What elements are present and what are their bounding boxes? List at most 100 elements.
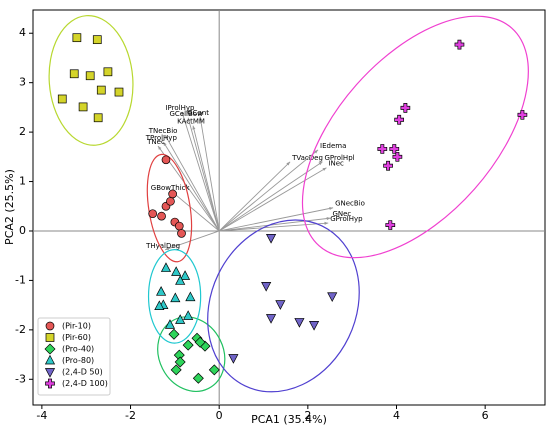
point (166, 196, 175, 206)
arrow-head (158, 145, 162, 150)
loading-arrow (218, 161, 323, 232)
point (400, 103, 411, 113)
legend: (Pir-10) (Pir-60) (Pro-40) (Pro-80) (2,4-D 5… (37, 317, 111, 396)
loading-arrow (199, 116, 220, 232)
loading-arrow (192, 125, 220, 232)
y-tick-label: -2 (15, 323, 26, 336)
x-tick-label: 6 (482, 409, 489, 422)
arrow-head (329, 206, 334, 211)
arrow-head (192, 125, 196, 130)
point (92, 35, 102, 45)
arrow-head (181, 111, 185, 116)
point (168, 189, 177, 199)
loading-label: GCont (187, 109, 209, 117)
point (175, 275, 186, 285)
loading-arrow (171, 191, 220, 232)
loading-arrow (218, 161, 291, 232)
loading-label: THyalDeg (145, 242, 180, 250)
loading-arrow (219, 207, 334, 232)
point (96, 85, 106, 95)
point (114, 87, 124, 97)
point (72, 33, 82, 43)
confidence-ellipse (157, 316, 226, 392)
legend-box (37, 317, 111, 396)
point (394, 114, 405, 125)
point (265, 234, 277, 244)
loading-arrow (187, 117, 220, 232)
point (177, 229, 186, 238)
loading-label: GCellBow (169, 110, 203, 118)
loading-label: GNec (332, 210, 351, 218)
loading-label: GProlHpl (324, 154, 354, 162)
loading-label: GProlHyp (330, 215, 363, 223)
legend-label: (Pir-60) (62, 333, 91, 342)
loading-arrow (164, 134, 220, 232)
point (154, 300, 165, 310)
point (160, 262, 172, 272)
point (385, 220, 396, 230)
x-tick-label: 2 (304, 409, 311, 422)
legend-marker (44, 368, 56, 378)
y-tick-label: 2 (19, 125, 26, 138)
loading-arrow (164, 230, 220, 251)
loading-arrow (181, 111, 220, 232)
y-tick-label: -1 (15, 273, 26, 286)
point (164, 319, 176, 329)
loading-label: KActMM (177, 118, 205, 126)
point (174, 221, 184, 231)
loading-arrow (219, 222, 329, 232)
point (69, 69, 79, 79)
legend-marker (45, 321, 55, 331)
legend-label: (Pro-40) (62, 345, 94, 354)
point (170, 364, 182, 376)
point (174, 356, 186, 368)
loading-label: GNecBio (335, 200, 365, 208)
point (156, 286, 167, 296)
legend-label: (2,4-D 50) (62, 368, 103, 377)
point (294, 318, 305, 328)
point (228, 354, 239, 364)
point (383, 160, 393, 171)
loading-arrow (162, 141, 220, 232)
point (183, 310, 194, 320)
loading-label: TProlHyp (145, 134, 178, 142)
arrow-head (326, 217, 331, 221)
point (392, 151, 403, 162)
point (161, 155, 171, 165)
x-axis-label: PCA1 (35.4%) (251, 413, 327, 426)
point (185, 291, 196, 302)
loading-label: TVacDeg (291, 154, 323, 162)
legend-marker (45, 378, 55, 389)
loading-label: IProlHyp (165, 104, 195, 112)
arrow-head (314, 149, 319, 154)
arrow-head (324, 221, 329, 225)
point (85, 71, 95, 81)
loading-label: INec (328, 160, 344, 168)
arrow-head (286, 161, 291, 166)
loading-label: IEdema (320, 142, 346, 150)
loading-arrow (218, 167, 327, 232)
arrow-head (187, 117, 191, 122)
legend-marker (44, 354, 56, 365)
point (275, 300, 286, 310)
plot-frame (32, 9, 546, 406)
point (194, 336, 206, 348)
legend-marker (44, 343, 56, 355)
point (148, 209, 158, 219)
legend-label: (2,4-D 100) (62, 379, 108, 388)
point (454, 39, 465, 50)
point (327, 292, 338, 302)
point (261, 282, 272, 292)
x-tick-label: -4 (36, 409, 47, 422)
y-axis-label: PCA2 (25.5%) (3, 169, 16, 245)
point (170, 292, 181, 303)
point (157, 211, 166, 221)
legend-marker (45, 333, 55, 342)
arrow-head (318, 161, 323, 166)
loading-arrow (219, 217, 331, 232)
y-tick-label: 1 (19, 175, 26, 188)
point (175, 314, 186, 324)
arrow-head (163, 141, 167, 146)
point (517, 109, 528, 120)
loading-label: TNec (146, 138, 165, 146)
